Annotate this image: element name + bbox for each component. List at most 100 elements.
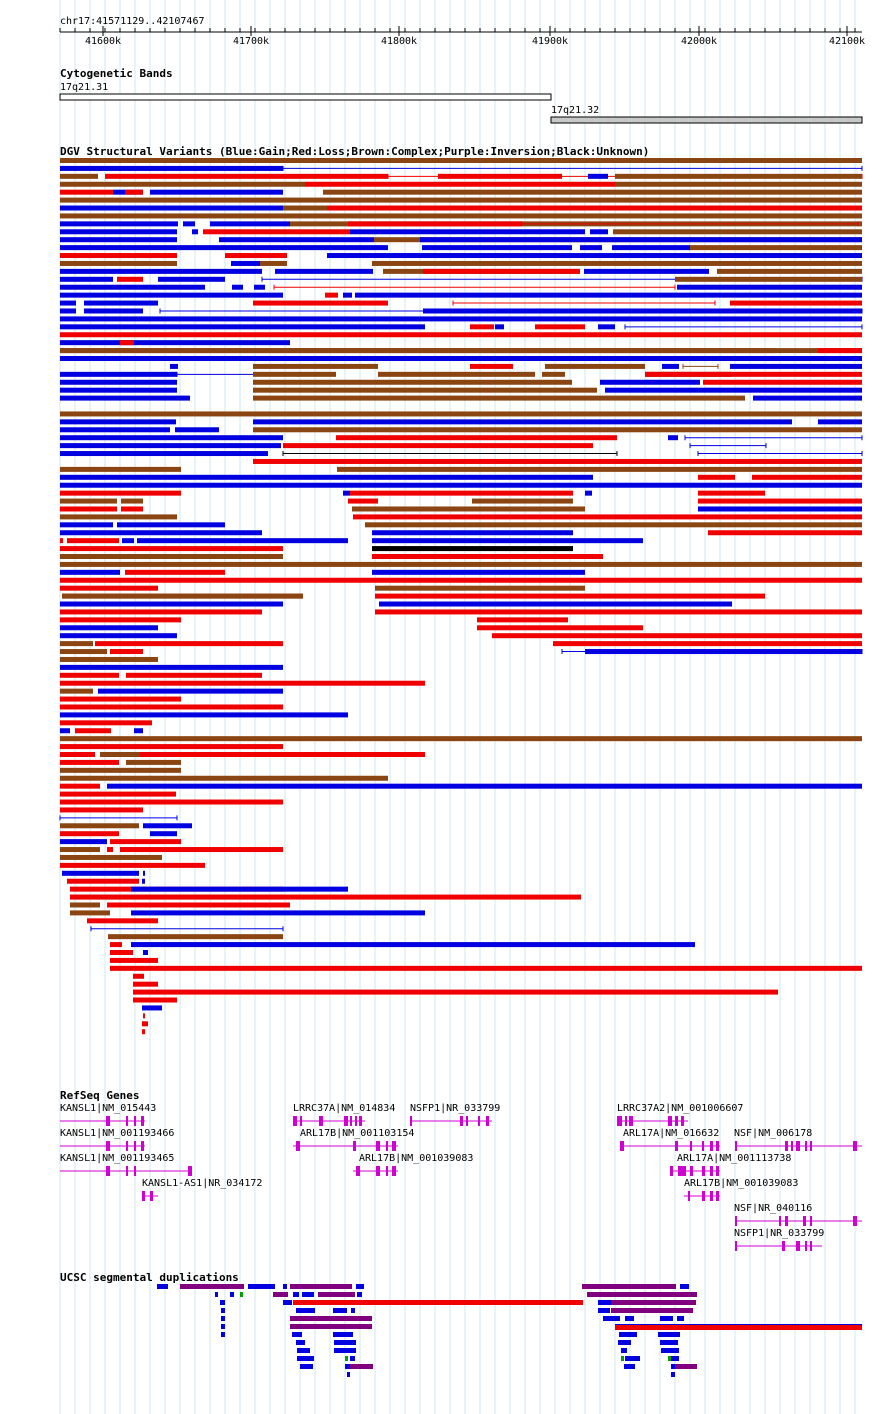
- variant-bar: [60, 371, 177, 377]
- gene-label: ARL17B|NM_001103154: [300, 1128, 414, 1139]
- segdup-block: [351, 1308, 355, 1313]
- variant-bar: [535, 324, 585, 330]
- variant-bar: [60, 847, 100, 853]
- segdup-block: [248, 1284, 275, 1289]
- variant-bar: [84, 300, 143, 306]
- exon: [782, 1241, 785, 1251]
- refseq-track[interactable]: RefSeq Genes KANSL1|NM_015443 KANSL1|NM_…: [60, 1089, 862, 1251]
- segdup-block: [680, 1284, 689, 1289]
- variant-bar: [423, 308, 862, 314]
- variant-bar: [254, 284, 265, 290]
- variant-bar: [225, 253, 287, 259]
- variant-bar: [337, 466, 862, 472]
- variant-bar: [131, 886, 348, 892]
- variant-bar: [60, 609, 262, 615]
- exon: [716, 1191, 719, 1201]
- variant-bar: [60, 854, 162, 860]
- exon: [376, 1166, 380, 1176]
- variant-bar: [60, 672, 119, 678]
- exon: [702, 1141, 704, 1151]
- exon: [791, 1141, 793, 1151]
- ruler-tick-label: 41900k: [532, 36, 568, 47]
- variant-bar: [675, 276, 862, 282]
- variant-bar: [121, 506, 143, 512]
- variant-bar: [131, 942, 695, 948]
- variant-bar: [753, 395, 862, 401]
- variant-bar: [142, 878, 145, 884]
- variant-bar: [372, 569, 585, 575]
- variant-bar: [253, 427, 862, 433]
- variant-bar: [378, 371, 535, 377]
- segdup-block: [671, 1372, 675, 1377]
- exon: [735, 1216, 737, 1226]
- segdup-track-title: UCSC segmental duplications: [60, 1271, 239, 1284]
- variant-bar: [615, 181, 862, 187]
- variant-bar: [70, 894, 581, 900]
- exon: [853, 1141, 857, 1151]
- gene-label: NSF|NM_006178: [734, 1128, 812, 1139]
- variant-bar: [423, 268, 580, 274]
- segdup-block: [603, 1316, 620, 1321]
- variant-bar: [60, 308, 76, 314]
- variant-bar: [668, 435, 678, 441]
- exon: [670, 1166, 673, 1176]
- segdup-track[interactable]: UCSC segmental duplications: [60, 1271, 862, 1377]
- variant-bar: [327, 253, 862, 259]
- ruler-tick-label: 41600k: [85, 36, 121, 47]
- segdup-block: [619, 1332, 637, 1337]
- segdup-block: [677, 1316, 684, 1321]
- exon: [356, 1166, 360, 1176]
- segdup-block: [621, 1348, 627, 1353]
- variant-bar: [60, 625, 158, 631]
- variant-bar: [730, 300, 862, 306]
- variant-bar: [60, 775, 388, 781]
- variant-bar: [95, 641, 283, 647]
- exon: [779, 1216, 781, 1226]
- exon: [681, 1116, 684, 1126]
- segdup-blocks: [157, 1284, 862, 1377]
- variant-bar: [60, 490, 181, 496]
- variant-bar: [253, 395, 745, 401]
- variant-bar: [438, 173, 562, 179]
- variant-bar: [60, 221, 178, 227]
- segdup-block: [624, 1364, 635, 1369]
- exon: [688, 1191, 690, 1201]
- segdup-block: [296, 1340, 305, 1345]
- exon: [392, 1166, 396, 1176]
- variant-bar: [60, 656, 158, 662]
- dgv-track[interactable]: DGV Structural Variants (Blue:Gain;Red:L…: [59, 145, 863, 1035]
- variant-bar: [110, 942, 122, 948]
- variant-bar: [305, 181, 615, 187]
- segdup-block: [356, 1284, 364, 1289]
- variant-bar: [372, 554, 603, 559]
- gene-label: KANSL1|NM_001193465: [60, 1153, 174, 1164]
- exon: [710, 1191, 713, 1201]
- exon: [293, 1116, 297, 1126]
- variant-bar: [470, 363, 513, 369]
- variant-bar: [108, 934, 283, 940]
- exon: [620, 1141, 624, 1151]
- variant-bar: [117, 276, 143, 282]
- variant-bar: [170, 363, 178, 369]
- exon: [702, 1191, 705, 1201]
- exon: [355, 1116, 357, 1126]
- exon: [785, 1216, 788, 1226]
- variant-bar: [60, 356, 862, 361]
- variant-bar: [477, 625, 643, 631]
- variant-bar: [325, 292, 338, 298]
- variant-bar: [60, 641, 93, 647]
- exon: [134, 1166, 136, 1176]
- exon: [625, 1116, 627, 1126]
- variant-bar: [62, 593, 303, 599]
- variant-bar: [343, 490, 350, 496]
- segdup-block: [334, 1340, 356, 1345]
- variant-bar: [422, 245, 572, 251]
- cytoband-track[interactable]: Cytogenetic Bands 17q21.31 17q21.32: [59, 67, 863, 124]
- segdup-block: [345, 1356, 348, 1361]
- variant-bar: [253, 458, 862, 464]
- segdup-block: [357, 1292, 362, 1297]
- exon: [690, 1141, 692, 1151]
- variant-bar: [60, 173, 98, 179]
- variant-bar: [60, 783, 100, 789]
- variant-bar: [327, 205, 862, 211]
